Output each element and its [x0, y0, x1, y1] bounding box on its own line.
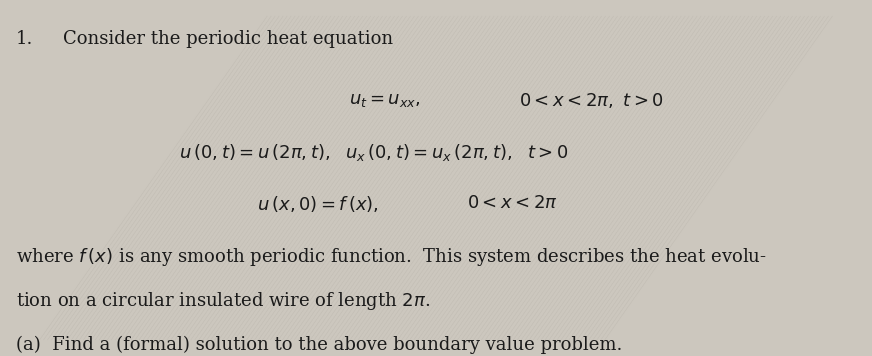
Text: tion on a circular insulated wire of length $2\pi$.: tion on a circular insulated wire of len… [16, 290, 430, 312]
Text: $u_t = u_{xx},$: $u_t = u_{xx},$ [349, 91, 420, 109]
Text: Consider the periodic heat equation: Consider the periodic heat equation [63, 30, 393, 48]
Text: where $f\,(x)$ is any smooth periodic function.  This system describes the heat : where $f\,(x)$ is any smooth periodic fu… [16, 246, 766, 268]
Text: (a)  Find a (formal) solution to the above boundary value problem.: (a) Find a (formal) solution to the abov… [16, 335, 622, 354]
Text: 1.: 1. [16, 30, 33, 48]
Text: $0 < x < 2\pi$: $0 < x < 2\pi$ [467, 194, 557, 212]
Text: $u\,(x,0) = f\,(x),$: $u\,(x,0) = f\,(x),$ [257, 194, 379, 214]
Text: $0 < x < 2\pi,\ t > 0$: $0 < x < 2\pi,\ t > 0$ [519, 91, 664, 110]
Text: $u\,(0,t) = u\,(2\pi,t),\ \ u_x\,(0,t) = u_x\,(2\pi,t),\ \ t>0$: $u\,(0,t) = u\,(2\pi,t),\ \ u_x\,(0,t) =… [179, 142, 568, 163]
